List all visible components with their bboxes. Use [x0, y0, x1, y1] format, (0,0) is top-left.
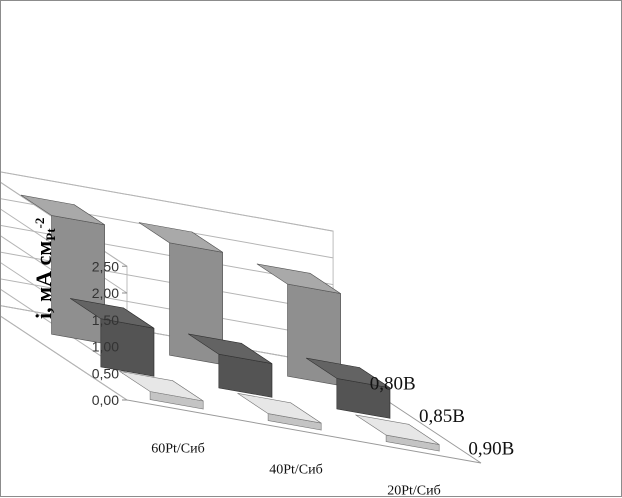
y-tick-label: 0,50 — [92, 365, 119, 381]
x-category-label: 40Pt/Сиб — [269, 463, 323, 478]
y-tick-label: 2,50 — [92, 258, 119, 274]
x-category-label: 60Pt/Сиб — [151, 442, 205, 457]
series-label: 0,85В — [419, 406, 465, 427]
y-tick-label: 0,00 — [92, 392, 119, 408]
y-tick-label: 1,50 — [92, 312, 119, 328]
y-tick-label: 1,00 — [92, 339, 119, 355]
y-tick-label: 2,00 — [92, 285, 119, 301]
series-label: 0,90В — [468, 439, 514, 460]
series-label: 0,80В — [370, 373, 416, 394]
x-category-label: 20Pt/Сиб — [387, 484, 441, 498]
